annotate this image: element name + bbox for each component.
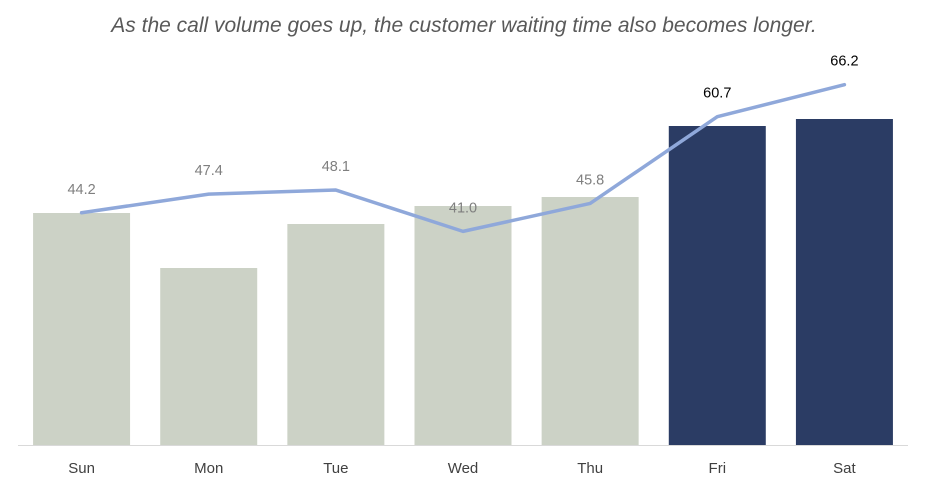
chart-title: As the call volume goes up, the customer… [111,14,817,37]
bar-series [33,119,893,445]
data-label-fri: 60.7 [703,86,731,102]
x-tick-sun: Sun [68,460,95,477]
bar-sat [795,119,893,445]
x-axis-ticks: Sun Mon Tue Wed Thu Fri Sat [68,460,856,477]
waiting-time-line [79,82,847,234]
bar-fri [668,126,766,445]
data-label-tue: 48.1 [322,159,350,175]
bar-tue [287,224,385,445]
data-label-thu: 45.8 [576,172,604,188]
x-tick-tue: Tue [323,460,348,477]
data-label-mon: 47.4 [195,163,223,179]
data-label-sat: 66.2 [830,54,858,70]
data-label-wed: 41.0 [449,200,477,216]
bar-sun [33,213,131,445]
x-tick-thu: Thu [577,460,603,477]
data-labels: 44.2 47.4 48.1 41.0 45.8 60.7 66.2 [67,54,858,217]
x-tick-fri: Fri [709,460,727,477]
bar-mon [160,268,258,445]
bar-thu [541,197,639,445]
bar-wed [414,206,512,445]
data-label-sun: 44.2 [67,182,95,198]
x-tick-sat: Sat [833,460,856,477]
x-tick-mon: Mon [194,460,223,477]
x-tick-wed: Wed [448,460,479,477]
